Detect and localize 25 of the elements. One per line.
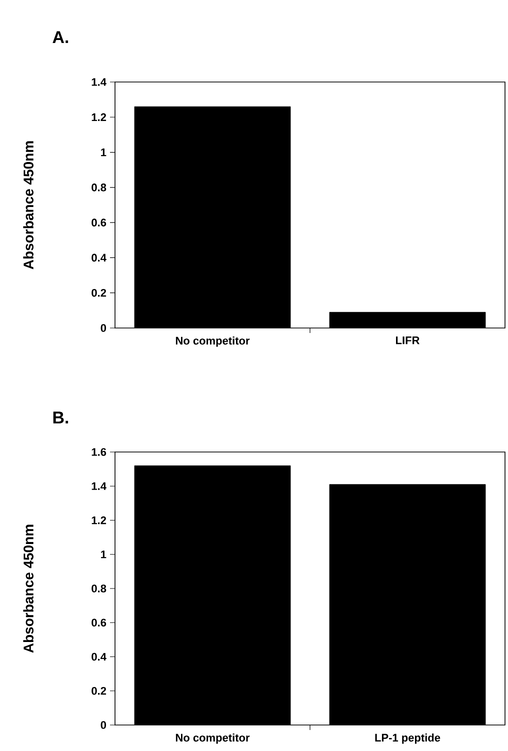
x-tick-label: No competitor	[176, 734, 250, 744]
y-tick-label: 0.2	[92, 288, 106, 297]
y-tick-label: 1.2	[92, 516, 106, 524]
y-tick-label: 1.4	[92, 482, 106, 490]
y-tick-label: 0	[100, 721, 106, 729]
x-tick-label: LIFR	[396, 336, 420, 344]
y-axis-title: Absorbance 450nm	[23, 524, 34, 653]
y-tick-label: 0.2	[92, 686, 106, 695]
y-tick-label: 1	[101, 148, 106, 156]
y-tick-label: 1.2	[92, 113, 106, 121]
y-tick-label: 0.8	[92, 584, 106, 592]
y-tick-label: 0.4	[92, 254, 106, 262]
y-axis-title: Absorbance 450nm	[23, 141, 34, 270]
y-tick-label: 0	[100, 324, 106, 332]
x-tick-label: No competitor	[176, 336, 250, 347]
y-tick-label: 1.4	[92, 78, 106, 86]
y-tick-label: 0.6	[92, 218, 106, 226]
y-tick-label: 1.6	[92, 448, 106, 456]
y-tick-label: 0.8	[92, 184, 106, 192]
chart-title: B.	[53, 412, 68, 424]
x-tick-label: LP-1 peptide	[375, 734, 440, 744]
y-tick-label: 0.6	[92, 618, 106, 627]
y-tick-label: 0.4	[92, 652, 106, 661]
y-tick-label: 1	[101, 550, 106, 558]
chart-title: A.	[52, 31, 68, 43]
